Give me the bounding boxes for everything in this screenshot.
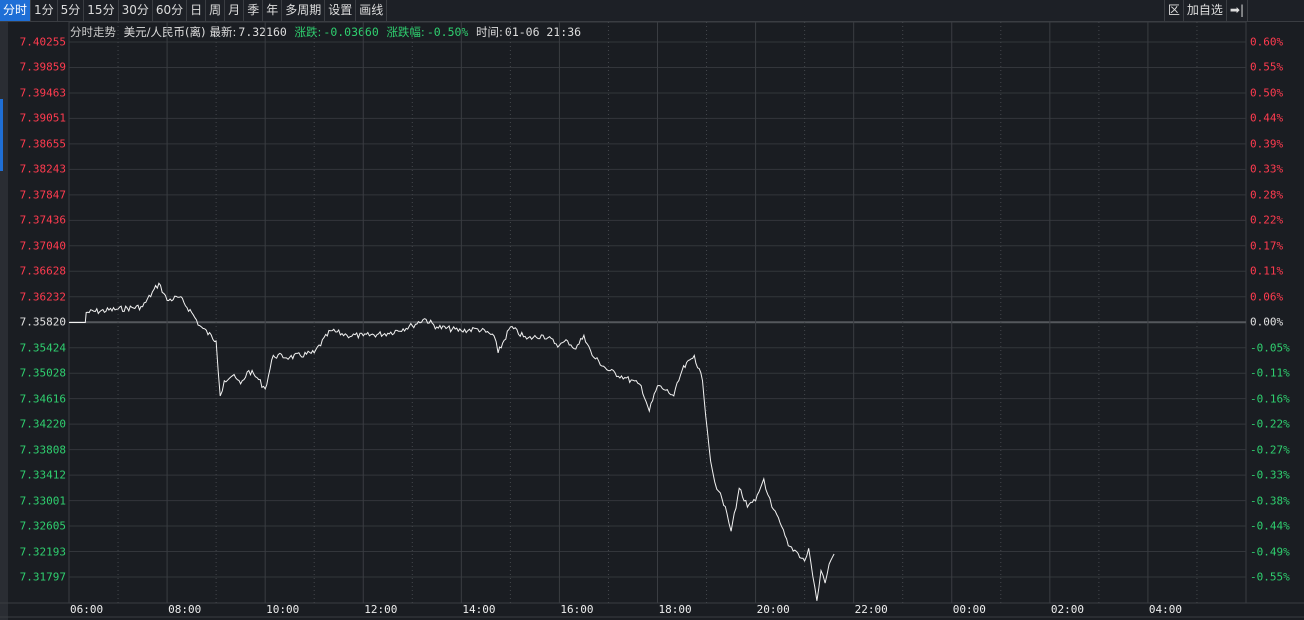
pct-tick-label: -0.49% (1250, 545, 1290, 559)
x-tick-label: 06:00 (70, 603, 104, 616)
y-tick-label: 7.38655 (19, 137, 66, 151)
sidebar-active-indicator (0, 99, 3, 171)
pct-tick-label: 0.39% (1250, 137, 1284, 151)
period-tab-4[interactable]: 30分 (119, 0, 153, 21)
pct-tick-label: 0.17% (1250, 239, 1284, 253)
x-tick-label: 20:00 (756, 603, 790, 616)
y-tick-label: 7.36232 (19, 290, 66, 304)
symbol-name: 美元/人民币(离) (123, 25, 206, 39)
y-tick-label: 7.31797 (19, 570, 66, 584)
period-tab-13[interactable]: 画线 (356, 0, 388, 21)
pct-tick-label: 0.55% (1250, 60, 1284, 74)
x-tick-label: 18:00 (658, 603, 692, 616)
period-tab-0[interactable]: 分时 (0, 0, 32, 21)
pct-tick-label: -0.44% (1250, 519, 1290, 533)
x-tick-label: 16:00 (560, 603, 594, 616)
pct-tick-label: 0.11% (1250, 264, 1284, 278)
x-tick-label: 10:00 (266, 603, 300, 616)
pct-tick-label: 0.33% (1250, 162, 1284, 176)
period-tab-7[interactable]: 周 (206, 0, 226, 21)
x-tick-label: 22:00 (854, 603, 888, 616)
pct-tick-label: 0.28% (1250, 188, 1284, 202)
pct-tick-label: 0.06% (1250, 290, 1284, 304)
pct-tick-label: 0.00% (1250, 315, 1284, 329)
period-tab-12[interactable]: 设置 (325, 0, 357, 21)
right-tools: 区加自选 ➡| (1163, 0, 1248, 21)
pct-tick-label: -0.22% (1250, 417, 1290, 431)
pct-tick-label: 0.50% (1250, 86, 1284, 100)
y-tick-label: 7.32193 (19, 545, 66, 559)
x-tick-label: 12:00 (364, 603, 398, 616)
x-tick-label: 14:00 (462, 603, 496, 616)
pct-tick-label: 0.22% (1250, 213, 1284, 227)
y-tick-label: 7.33808 (19, 443, 66, 457)
left-sidebar-strip (0, 22, 8, 620)
change-label: 涨跌: (294, 25, 322, 39)
time-label: 时间: (476, 25, 503, 39)
y-tick-label: 7.35424 (19, 341, 66, 355)
price-line (69, 282, 835, 601)
pct-tick-label: 0.44% (1250, 111, 1284, 125)
pct-tick-label: -0.55% (1250, 570, 1290, 584)
y-tick-label: 7.37847 (19, 188, 66, 202)
period-toolbar: 分时 1分 5分 15分 30分 60分日周月季年多周期 设置 画线 (0, 0, 1304, 22)
pct-tick-label: -0.05% (1250, 341, 1290, 355)
y-tick-label: 7.37436 (19, 213, 66, 227)
y-tick-label: 7.35028 (19, 366, 66, 380)
y-tick-label: 7.33412 (19, 468, 66, 482)
period-tab-2[interactable]: 5分 (58, 0, 85, 21)
pct-tick-label: 0.60% (1250, 35, 1284, 49)
period-tab-5[interactable]: 60分 (153, 0, 188, 21)
y-tick-label: 7.38243 (19, 162, 66, 176)
last-label: 最新: (209, 25, 237, 39)
time-value: 01-06 21:36 (504, 25, 582, 39)
period-tab-11[interactable]: 多周期 (282, 0, 326, 21)
period-tab-8[interactable]: 月 (225, 0, 245, 21)
y-tick-label: 7.37040 (19, 239, 66, 253)
x-tick-label: 02:00 (1050, 603, 1084, 616)
x-tick-label: 00:00 (952, 603, 986, 616)
y-tick-label: 7.39859 (19, 60, 66, 74)
chart-title: 分时走势 (70, 25, 116, 39)
pct-tick-label: -0.16% (1250, 392, 1290, 406)
period-tab-9[interactable]: 季 (244, 0, 264, 21)
y-tick-label: 7.39051 (19, 111, 66, 125)
y-tick-label: 7.32605 (19, 519, 66, 533)
y-tick-label: 7.33001 (19, 494, 66, 508)
x-tick-label: 08:00 (168, 603, 202, 616)
y-tick-label: 7.39463 (19, 86, 66, 100)
y-tick-label: 7.40255 (19, 35, 66, 49)
y-tick-label: 7.35820 (19, 315, 66, 329)
period-tab-10[interactable]: 年 (263, 0, 283, 21)
period-tab-3[interactable]: 15分 (84, 0, 119, 21)
pct-tick-label: -0.38% (1250, 494, 1290, 508)
pct-label: 涨跌幅: (386, 25, 425, 39)
y-tick-label: 7.34220 (19, 417, 66, 431)
change-value: -0.03660 (323, 25, 379, 39)
pct-tick-label: -0.11% (1250, 366, 1290, 380)
pct-value: -0.50% (426, 25, 469, 39)
pct-tick-label: -0.27% (1250, 443, 1290, 457)
y-tick-label: 7.36628 (19, 264, 66, 278)
zone-button[interactable]: 区 (1165, 0, 1184, 21)
pct-tick-label: -0.33% (1250, 468, 1290, 482)
y-tick-label: 7.34616 (19, 392, 66, 406)
last-price: 7.32160 (238, 25, 287, 39)
period-tab-1[interactable]: 1分 (31, 0, 58, 21)
collapse-panel-button[interactable]: ➡| (1227, 0, 1248, 21)
info-bar: 分时走势 美元/人民币(离) 最新: 7.32160 涨跌: -0.03660 涨跌幅… (70, 23, 585, 41)
period-tab-6[interactable]: 日 (187, 0, 207, 21)
add-watchlist-button[interactable]: 加自选 (1184, 0, 1227, 21)
x-tick-label: 04:00 (1148, 603, 1183, 616)
